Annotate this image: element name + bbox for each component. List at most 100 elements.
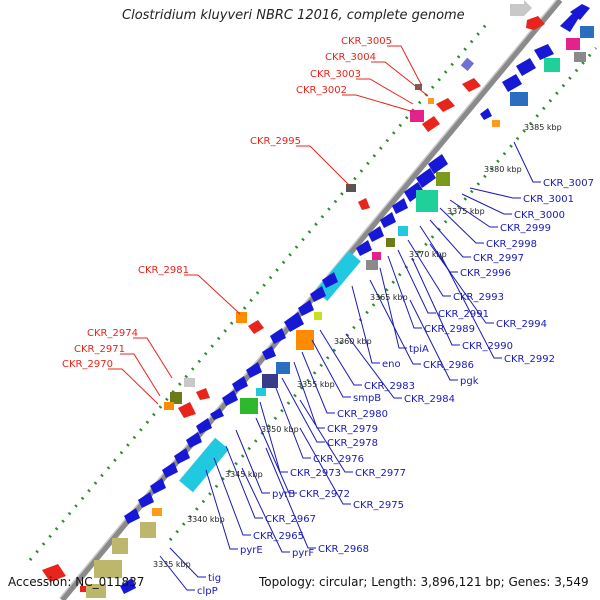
gene-block[interactable]	[510, 92, 528, 106]
reverse-gene-label[interactable]: CKR_2975	[353, 500, 404, 511]
reverse-gene-label[interactable]: CKR_2968	[318, 544, 369, 555]
gene-block[interactable]	[315, 250, 361, 302]
reverse-gene-label[interactable]: pyrE	[240, 545, 263, 556]
gene-block[interactable]	[416, 190, 438, 212]
gene-arrow[interactable]	[404, 182, 424, 202]
gene-block[interactable]	[140, 522, 156, 538]
gene-block[interactable]	[492, 120, 500, 127]
reverse-gene-label[interactable]: CKR_2965	[253, 531, 304, 542]
gene-arrow[interactable]	[516, 58, 536, 76]
gene-arrow[interactable]	[248, 320, 264, 334]
gene-block[interactable]	[86, 584, 106, 598]
reverse-gene-label[interactable]: pyrB	[272, 489, 295, 500]
reverse-gene-label[interactable]: CKR_2997	[473, 253, 524, 264]
reverse-gene-label[interactable]: CKR_2986	[423, 360, 474, 371]
gene-arrow[interactable]	[162, 462, 178, 478]
forward-gene-label[interactable]: CKR_2971	[74, 344, 125, 355]
gene-arrow[interactable]	[480, 108, 492, 120]
reverse-gene-label[interactable]: pyrF	[292, 548, 314, 559]
gene-block[interactable]	[179, 437, 229, 493]
gene-arrow[interactable]	[428, 154, 448, 174]
reverse-gene-label[interactable]: CKR_2999	[500, 223, 551, 234]
reverse-gene-label[interactable]: smpB	[353, 393, 381, 404]
gene-block[interactable]	[240, 398, 258, 414]
gene-arrow[interactable]	[570, 4, 590, 20]
reverse-gene-label[interactable]: CKR_2996	[460, 268, 511, 279]
reverse-gene-label[interactable]: CKR_2980	[337, 409, 388, 420]
reverse-gene-label[interactable]: CKR_2991	[438, 309, 489, 320]
gene-block[interactable]	[544, 58, 560, 72]
reverse-gene-label[interactable]: CKR_3001	[523, 194, 574, 205]
forward-gene-label[interactable]: CKR_2970	[62, 359, 113, 370]
gene-arrow[interactable]	[150, 478, 166, 494]
gene-arrow[interactable]	[42, 564, 66, 582]
gene-block[interactable]	[580, 26, 594, 38]
gene-arrow[interactable]	[322, 272, 338, 288]
reverse-gene-label[interactable]: tpiA	[409, 344, 429, 355]
gene-block[interactable]	[170, 392, 182, 404]
gene-block[interactable]	[366, 260, 378, 270]
gene-arrow[interactable]	[534, 44, 554, 60]
gene-arrow[interactable]	[380, 212, 396, 228]
gene-arrow[interactable]	[422, 116, 440, 132]
reverse-gene-label[interactable]: CKR_2967	[265, 514, 316, 525]
forward-gene-label[interactable]: CKR_2981	[138, 265, 189, 276]
gene-arrow[interactable]	[502, 74, 522, 92]
reverse-gene-label[interactable]: CKR_2993	[453, 292, 504, 303]
gene-block[interactable]	[428, 98, 434, 104]
reverse-gene-label[interactable]: CKR_2976	[313, 454, 364, 465]
gene-block[interactable]	[256, 388, 266, 396]
forward-gene-label[interactable]: CKR_2995	[250, 136, 301, 147]
gene-arrow[interactable]	[356, 240, 372, 256]
gene-block[interactable]	[276, 362, 290, 374]
gene-block[interactable]	[410, 110, 424, 122]
reverse-gene-label[interactable]: CKR_2977	[355, 468, 406, 479]
gene-arrow[interactable]	[526, 16, 545, 30]
forward-gene-label[interactable]: CKR_3003	[310, 69, 361, 80]
gene-arrow[interactable]	[416, 168, 436, 188]
gene-block[interactable]	[94, 560, 122, 578]
gene-arrow[interactable]	[358, 198, 370, 210]
gene-arrow[interactable]	[298, 300, 314, 316]
gene-arrow[interactable]	[174, 448, 190, 464]
gene-arrow[interactable]	[120, 578, 136, 594]
reverse-gene-label[interactable]: CKR_2984	[404, 394, 455, 405]
reverse-gene-label[interactable]: CKR_2990	[462, 341, 513, 352]
forward-gene-label[interactable]: CKR_3004	[325, 52, 376, 63]
gene-block[interactable]	[398, 226, 408, 236]
gene-arrow[interactable]	[124, 508, 140, 524]
gene-block[interactable]	[184, 378, 195, 387]
gene-block[interactable]	[460, 57, 475, 72]
gene-arrow[interactable]	[462, 78, 481, 92]
gene-arrow[interactable]	[436, 98, 455, 112]
gene-block[interactable]	[346, 184, 356, 192]
reverse-gene-label[interactable]: tig	[208, 573, 221, 584]
gene-block[interactable]	[386, 238, 395, 247]
gene-block[interactable]	[314, 312, 322, 320]
forward-gene-label[interactable]: CKR_3002	[296, 85, 347, 96]
reverse-gene-label[interactable]: CKR_2973	[290, 468, 341, 479]
gene-block[interactable]	[574, 52, 586, 62]
gene-arrow[interactable]	[310, 286, 326, 302]
reverse-gene-label[interactable]: CKR_2978	[327, 438, 378, 449]
gene-arrow[interactable]	[270, 328, 286, 344]
gene-block[interactable]	[566, 38, 580, 50]
gene-arrow[interactable]	[222, 390, 238, 406]
gene-arrow[interactable]	[246, 362, 262, 378]
reverse-gene-label[interactable]: CKR_2998	[486, 239, 537, 250]
gene-block[interactable]	[236, 312, 247, 323]
reverse-gene-label[interactable]: CKR_3000	[514, 210, 565, 221]
gene-block[interactable]	[80, 586, 90, 592]
reverse-gene-label[interactable]: clpP	[197, 586, 218, 597]
gene-block[interactable]	[296, 330, 314, 350]
gene-block[interactable]	[164, 402, 174, 410]
gene-arrow[interactable]	[210, 408, 224, 420]
gene-arrow[interactable]	[138, 492, 154, 508]
reverse-gene-label[interactable]: CKR_2983	[364, 381, 415, 392]
reverse-gene-label[interactable]: pgk	[460, 376, 479, 387]
reverse-gene-label[interactable]: eno	[382, 359, 401, 370]
gene-block[interactable]	[372, 252, 381, 260]
reverse-gene-label[interactable]: CKR_3007	[543, 178, 594, 189]
gene-arrow[interactable]	[196, 418, 212, 434]
gene-block[interactable]	[436, 172, 450, 186]
